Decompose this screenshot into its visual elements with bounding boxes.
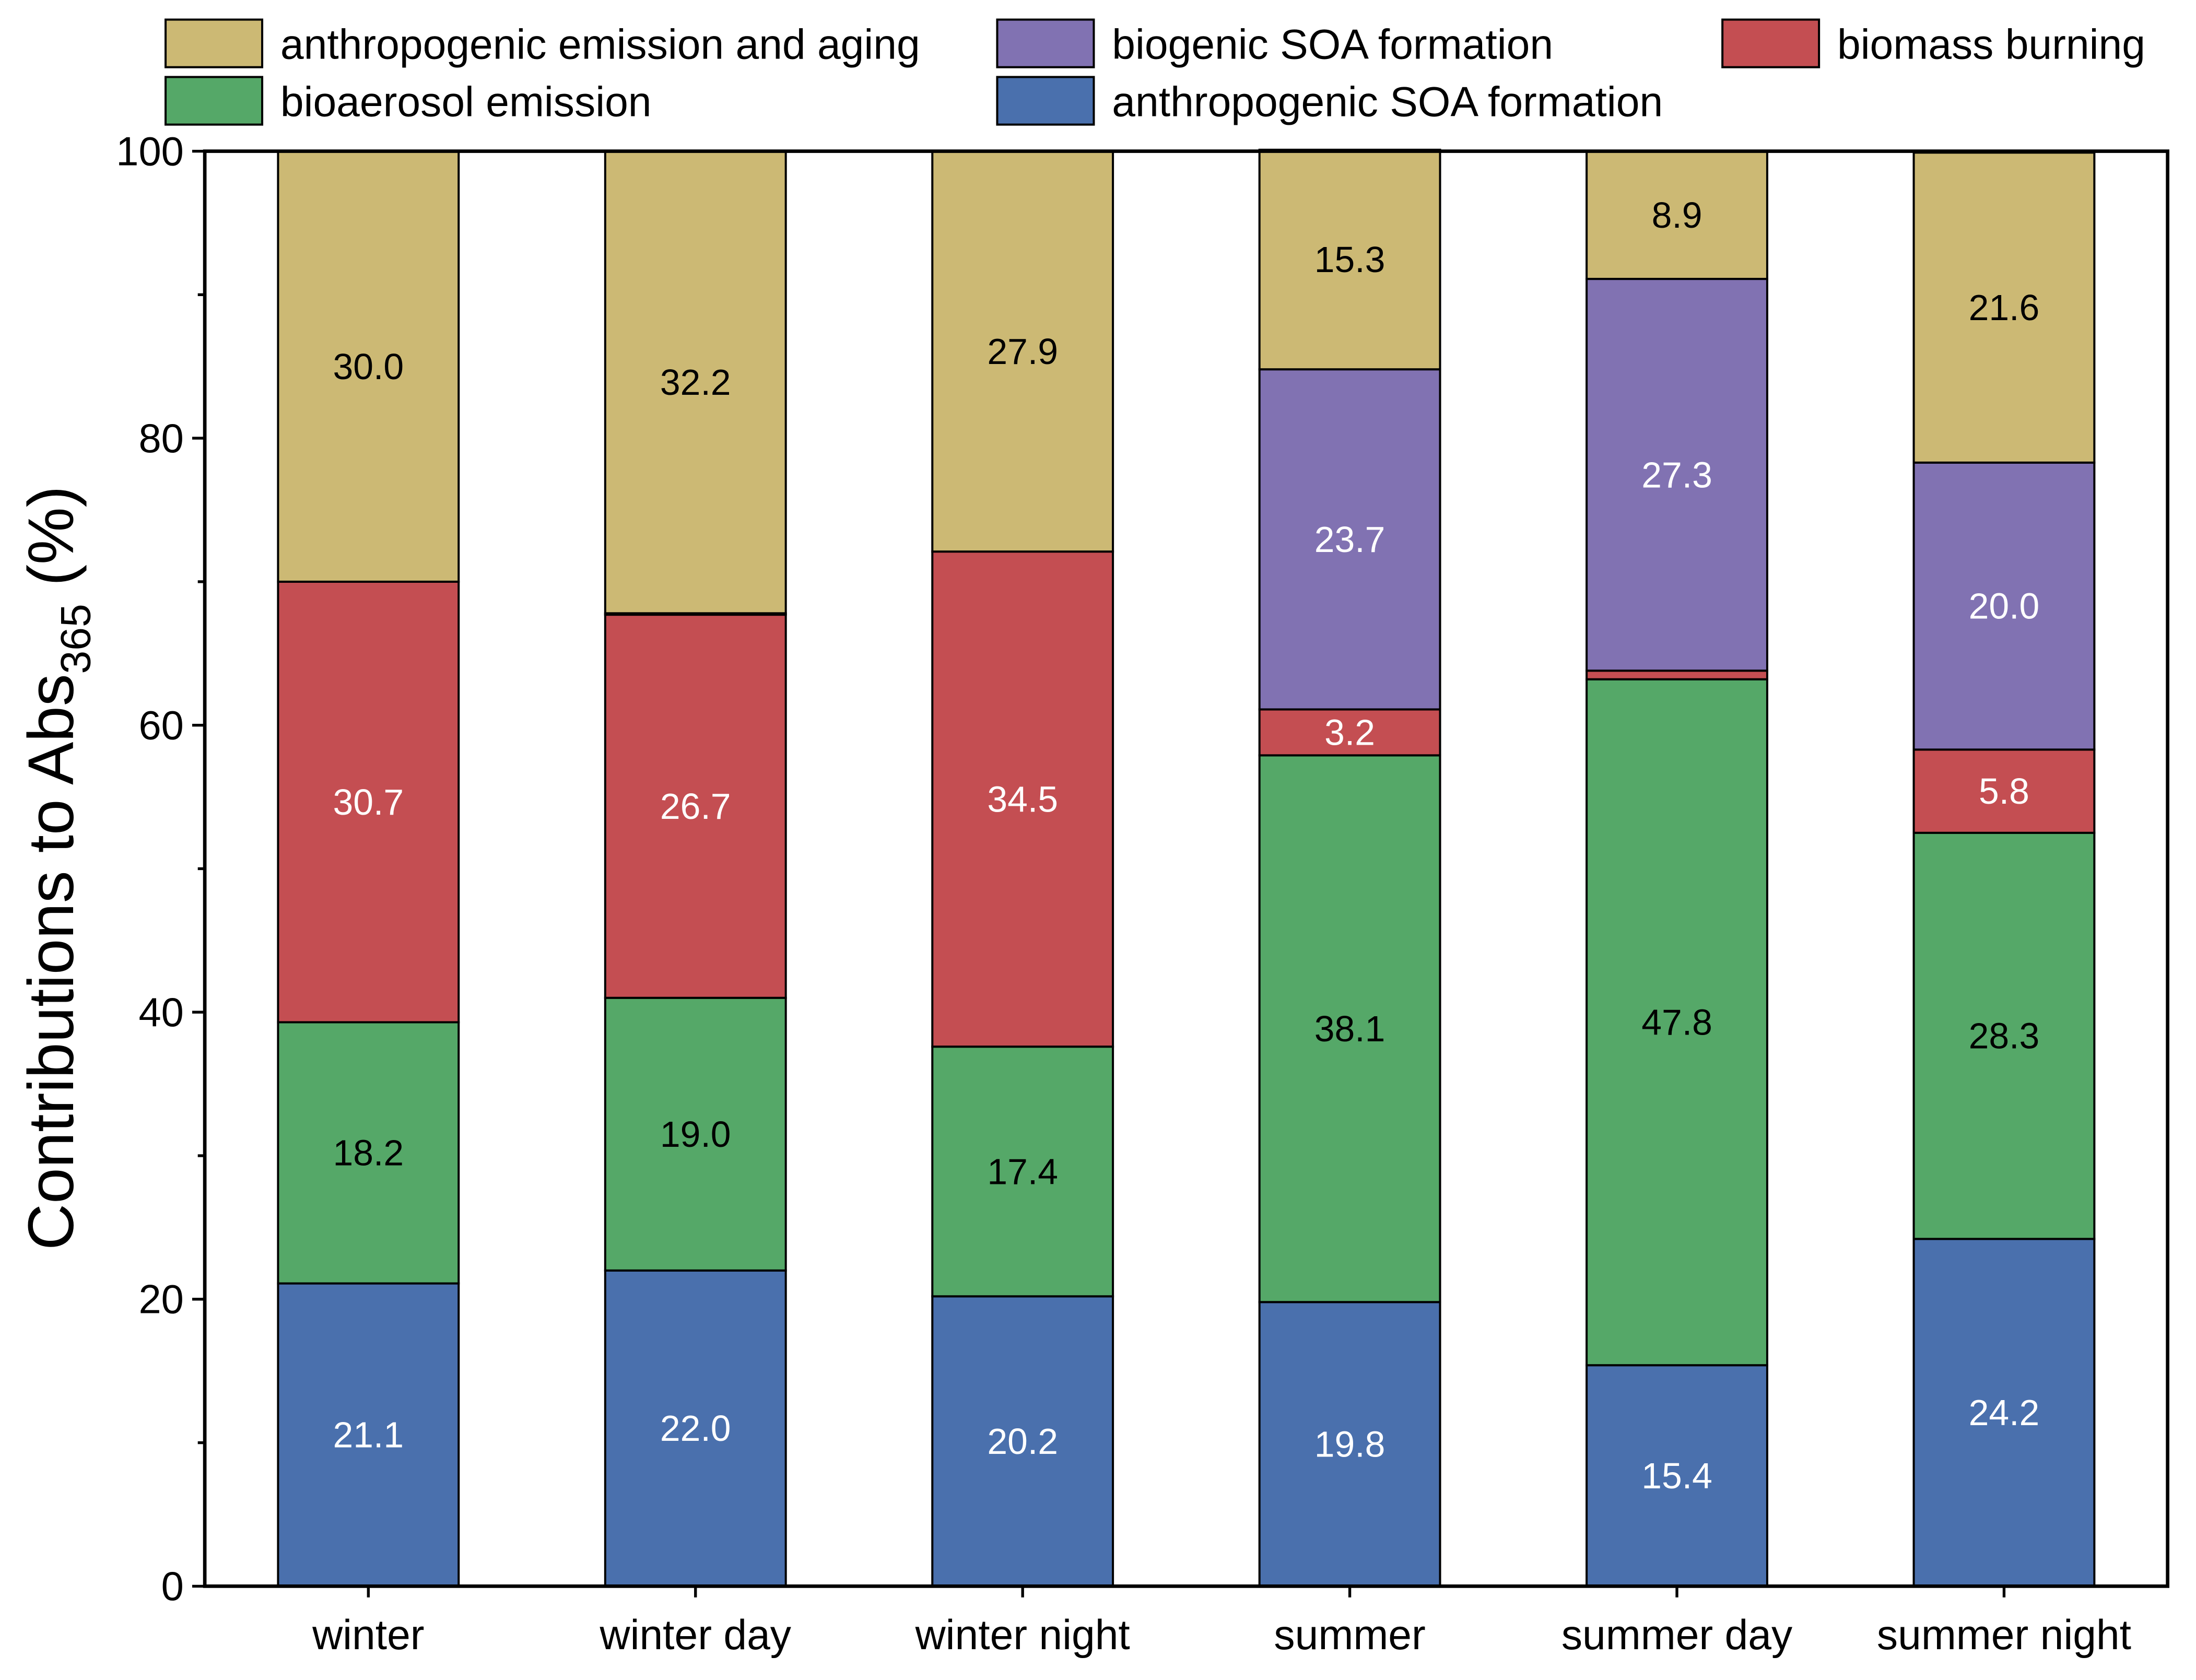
y-tick-label: 0 bbox=[161, 1564, 184, 1609]
data-label: 21.6 bbox=[1969, 287, 2040, 328]
legend-swatch bbox=[1721, 18, 1821, 68]
bar-segment bbox=[931, 550, 1114, 1048]
bar-segment bbox=[931, 1295, 1114, 1588]
bar-segment bbox=[1258, 1301, 1441, 1588]
data-label: 27.9 bbox=[987, 331, 1058, 372]
x-tick-label: summer bbox=[1274, 1612, 1425, 1659]
bar-segment bbox=[1586, 150, 1768, 280]
data-label: 21.1 bbox=[333, 1415, 404, 1455]
bar-segment bbox=[1586, 1364, 1768, 1588]
data-label: 22.0 bbox=[660, 1408, 731, 1449]
data-label: 23.7 bbox=[1314, 519, 1385, 560]
data-label: 38.1 bbox=[1314, 1008, 1385, 1049]
y-tick-label: 80 bbox=[138, 416, 183, 461]
legend-item: anthropogenic SOA formation bbox=[996, 76, 1663, 126]
bar-segment bbox=[277, 1282, 460, 1588]
bar-segment bbox=[604, 614, 787, 999]
legend-label: biogenic SOA formation bbox=[1112, 21, 1553, 68]
legend-swatch bbox=[165, 18, 264, 68]
plot-frame bbox=[203, 149, 2170, 1588]
legend-item: biogenic SOA formation bbox=[996, 18, 1553, 68]
bar-segment bbox=[1912, 748, 2096, 834]
x-axis: winter winter day winter night summer summer… bbox=[312, 1586, 2131, 1659]
bar-segment bbox=[1586, 278, 1768, 672]
legend-label: bioaerosol emission bbox=[280, 79, 652, 126]
bar-segment bbox=[931, 150, 1114, 553]
legend-label: anthropogenic emission and aging bbox=[280, 21, 920, 68]
y-tick-label: 20 bbox=[138, 1277, 183, 1322]
legend-label: anthropogenic SOA formation bbox=[1112, 79, 1663, 126]
legend-item: anthropogenic emission and aging bbox=[165, 18, 920, 68]
legend: anthropogenic emission and aging biogenic… bbox=[165, 18, 2145, 126]
data-label: 15.3 bbox=[1314, 239, 1385, 280]
data-label: 3.2 bbox=[1324, 712, 1375, 753]
bar-segment bbox=[1912, 1238, 2096, 1588]
bar-segment bbox=[277, 1021, 460, 1285]
bar-segment bbox=[604, 150, 787, 615]
legend-item: bioaerosol emission bbox=[165, 76, 652, 126]
y-tick-label: 60 bbox=[138, 703, 183, 748]
bar-segment bbox=[604, 996, 787, 1272]
x-tick-label: summer day bbox=[1561, 1612, 1793, 1659]
bar-segment bbox=[1258, 754, 1441, 1303]
y-axis-title: Contributions to Abs365 (%) bbox=[15, 486, 99, 1250]
data-label: 20.2 bbox=[987, 1421, 1058, 1462]
data-label: 17.4 bbox=[987, 1151, 1058, 1192]
bar-segment bbox=[277, 150, 460, 583]
data-label: 20.0 bbox=[1969, 586, 2040, 627]
data-label: 30.0 bbox=[333, 346, 404, 387]
data-label: 47.8 bbox=[1641, 1002, 1712, 1043]
y-axis: 0 20 40 60 80 100 bbox=[116, 129, 205, 1609]
legend-label: biomass burning bbox=[1837, 21, 2145, 68]
x-tick-label: winter bbox=[312, 1612, 424, 1659]
data-label: 27.3 bbox=[1641, 454, 1712, 495]
bar-segment bbox=[1912, 831, 2096, 1240]
bar-segment bbox=[1258, 708, 1441, 757]
bar-segment bbox=[1586, 669, 1768, 680]
data-label: 19.8 bbox=[1314, 1424, 1385, 1464]
data-label: 32.2 bbox=[660, 362, 731, 403]
bar-segment bbox=[1912, 151, 2096, 464]
x-tick-label: winter night bbox=[915, 1612, 1130, 1659]
bar-segment bbox=[604, 1269, 787, 1588]
data-label: 30.7 bbox=[333, 782, 404, 823]
legend-swatch bbox=[165, 76, 264, 126]
legend-item: biomass burning bbox=[1721, 18, 2145, 68]
data-label: 8.9 bbox=[1652, 195, 1702, 236]
bar-segment bbox=[931, 1045, 1114, 1298]
legend-swatch bbox=[996, 18, 1095, 68]
bars: 21.1 18.2 30.7 30.0 22.0 19.0 26.7 32.2 20.2 17.4… bbox=[277, 148, 2096, 1588]
data-label: 28.3 bbox=[1969, 1016, 2040, 1056]
data-label: 15.4 bbox=[1641, 1455, 1712, 1496]
y-tick-label: 100 bbox=[116, 129, 184, 174]
bar-segment bbox=[1258, 148, 1441, 371]
x-tick-label: winter day bbox=[600, 1612, 792, 1659]
data-label: 26.7 bbox=[660, 786, 731, 827]
x-tick-label: summer night bbox=[1877, 1612, 2131, 1659]
data-label: 19.0 bbox=[660, 1114, 731, 1155]
legend-swatch bbox=[996, 76, 1095, 126]
data-label: 18.2 bbox=[333, 1133, 404, 1173]
bar-segment bbox=[1258, 368, 1441, 711]
data-label: 24.2 bbox=[1969, 1392, 2040, 1433]
data-label: 5.8 bbox=[1979, 771, 2029, 812]
data-label: 34.5 bbox=[987, 779, 1058, 819]
y-tick-label: 40 bbox=[138, 990, 183, 1035]
